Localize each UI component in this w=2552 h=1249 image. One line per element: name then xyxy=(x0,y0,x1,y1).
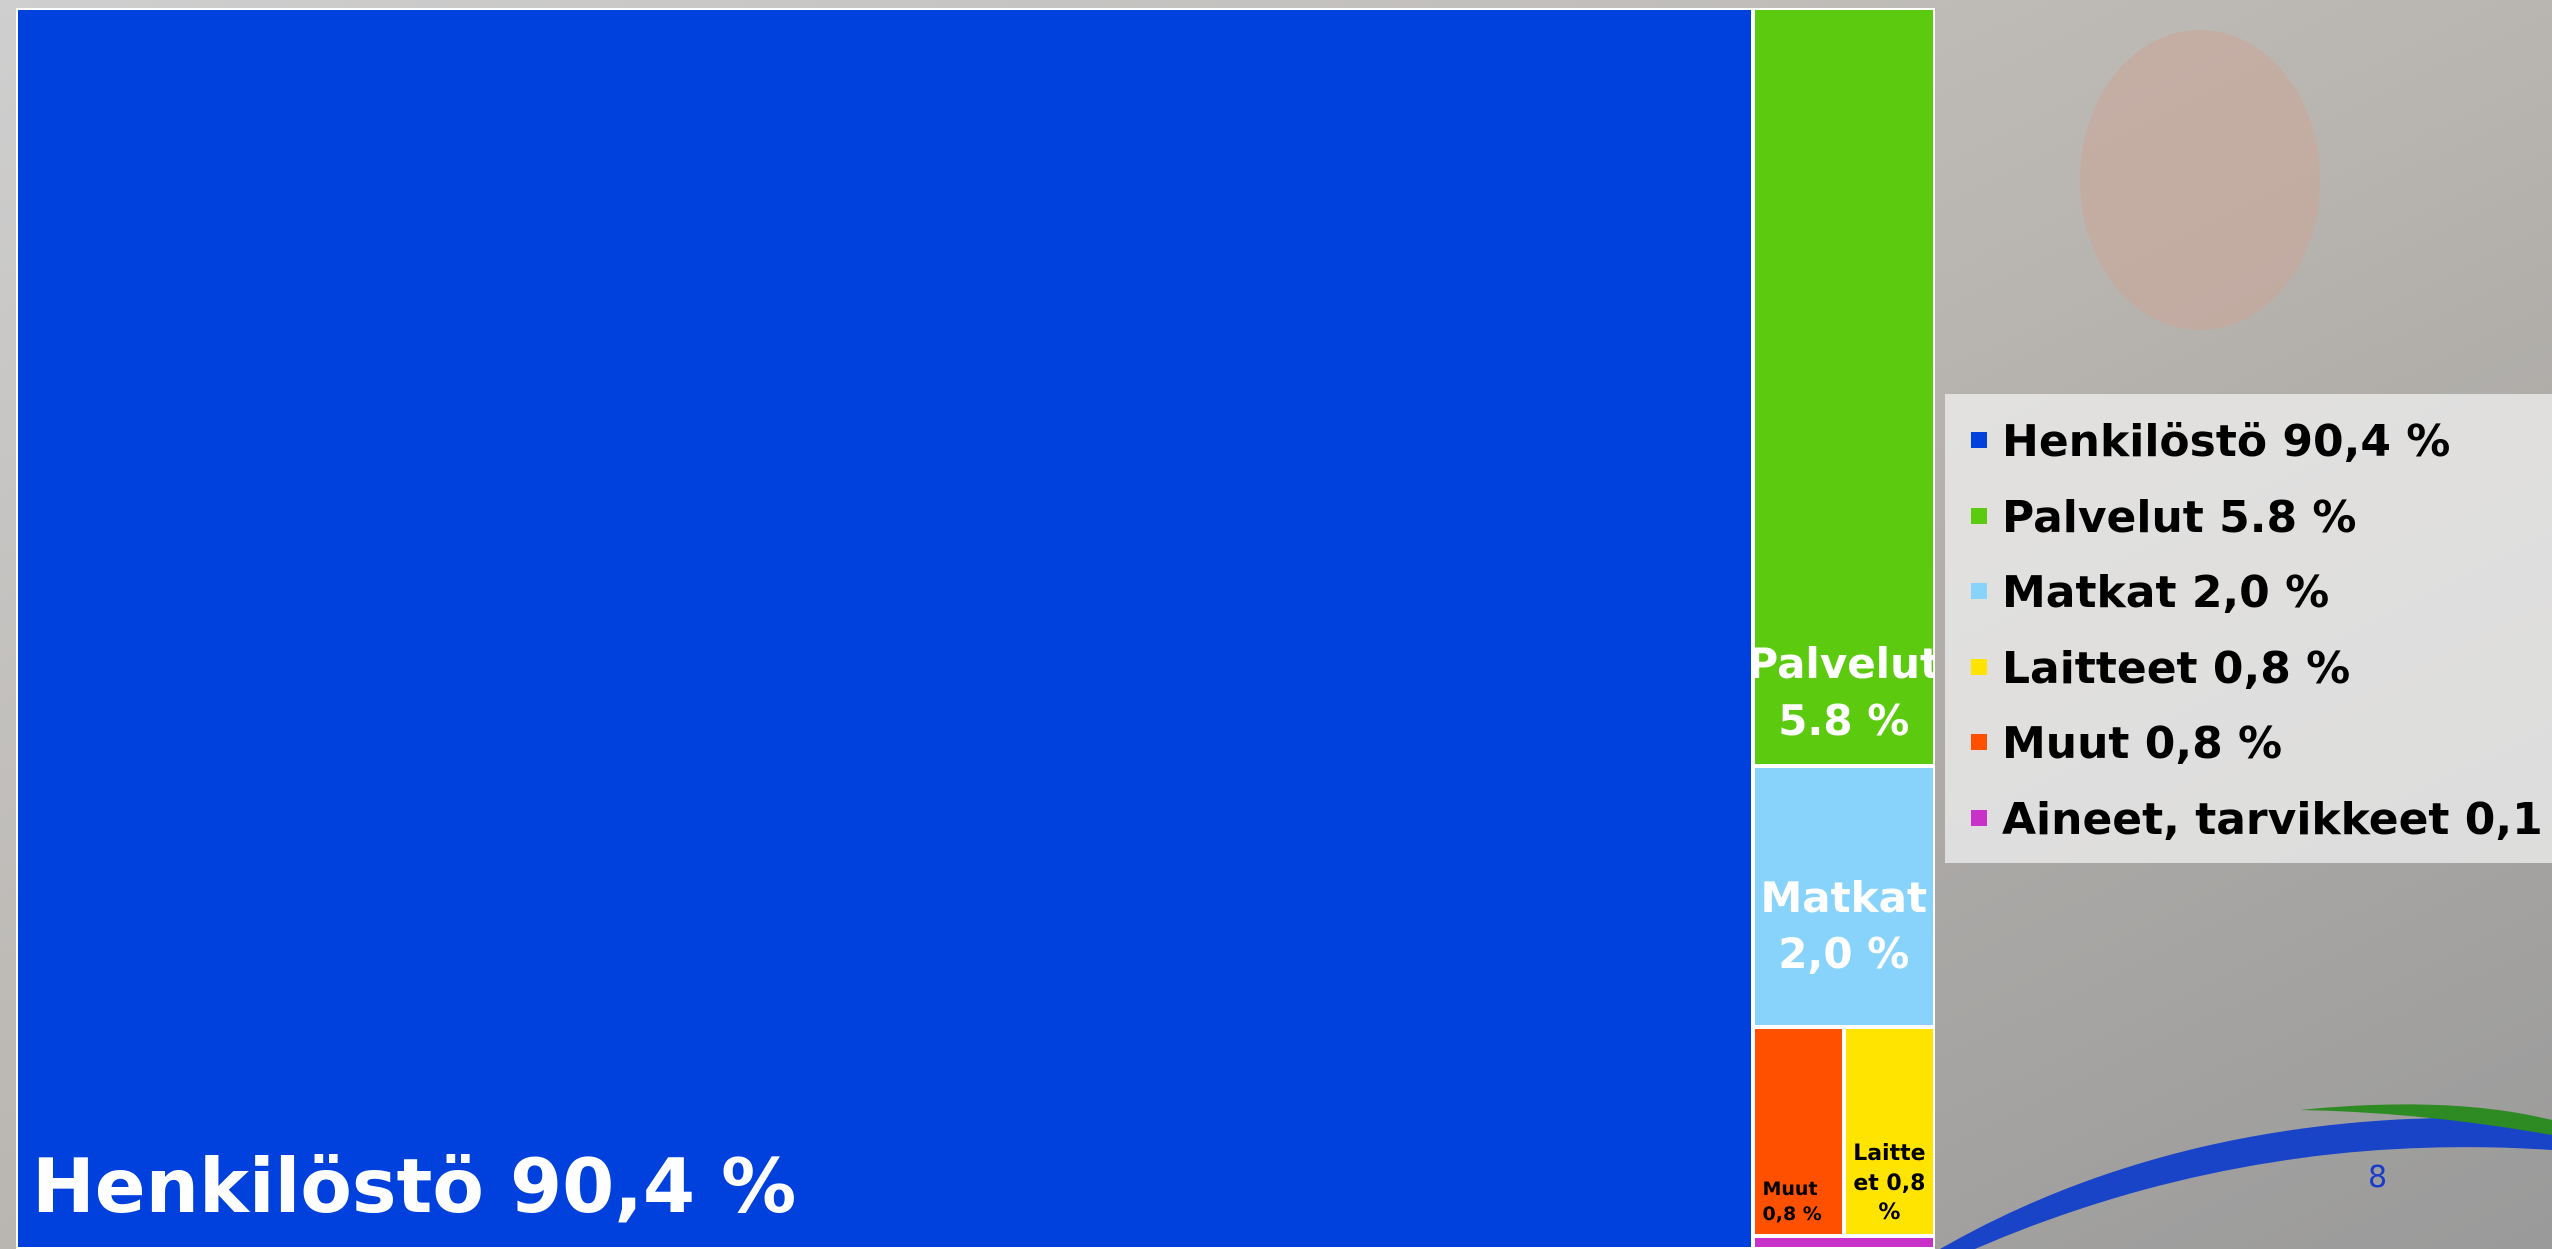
legend-marker xyxy=(1971,810,1987,826)
tile-label: Laitteet 0,8 % xyxy=(1852,1139,1927,1228)
legend: Henkilöstö 90,4 % Palvelut 5.8 % Matkat 2,… xyxy=(1945,394,2552,863)
legend-marker xyxy=(1971,734,1987,750)
legend-label: Laitteet 0,8 % xyxy=(2002,643,2350,694)
tile-label: Matkat 2,0 % xyxy=(1759,870,1929,983)
legend-marker xyxy=(1971,508,1987,524)
treemap-tile: Palvelut 5.8 % xyxy=(1753,8,1935,766)
tile-label: Palvelut 5.8 % xyxy=(1753,636,1935,749)
legend-label: Matkat 2,0 % xyxy=(2002,567,2329,618)
page-number: 8 xyxy=(2368,1160,2387,1195)
treemap-tile: Muut 0,8 % xyxy=(1753,1027,1844,1236)
tile-label: Muut 0,8 % xyxy=(1763,1177,1838,1228)
legend-label: Aineet, tarvikkeet 0,1 % xyxy=(2002,794,2552,845)
treemap-tile xyxy=(1753,1236,1935,1249)
treemap-tile: Laitteet 0,8 % xyxy=(1844,1027,1935,1236)
legend-marker xyxy=(1971,583,1987,599)
legend-marker xyxy=(1971,659,1987,675)
legend-marker xyxy=(1971,432,1987,448)
legend-label: Muut 0,8 % xyxy=(2002,718,2282,769)
slide: Henkilöstö 90,4 % Palvelut 5.8 % Matkat 2,… xyxy=(0,0,2552,1249)
tile-label: Henkilöstö 90,4 % xyxy=(32,1136,796,1237)
treemap-tile: Henkilöstö 90,4 % xyxy=(16,8,1753,1249)
treemap-tile: Matkat 2,0 % xyxy=(1753,766,1935,1027)
treemap: Henkilöstö 90,4 % Palvelut 5.8 % Matkat 2,… xyxy=(16,8,1935,1249)
legend-label: Henkilöstö 90,4 % xyxy=(2002,416,2450,467)
legend-label: Palvelut 5.8 % xyxy=(2002,492,2356,543)
